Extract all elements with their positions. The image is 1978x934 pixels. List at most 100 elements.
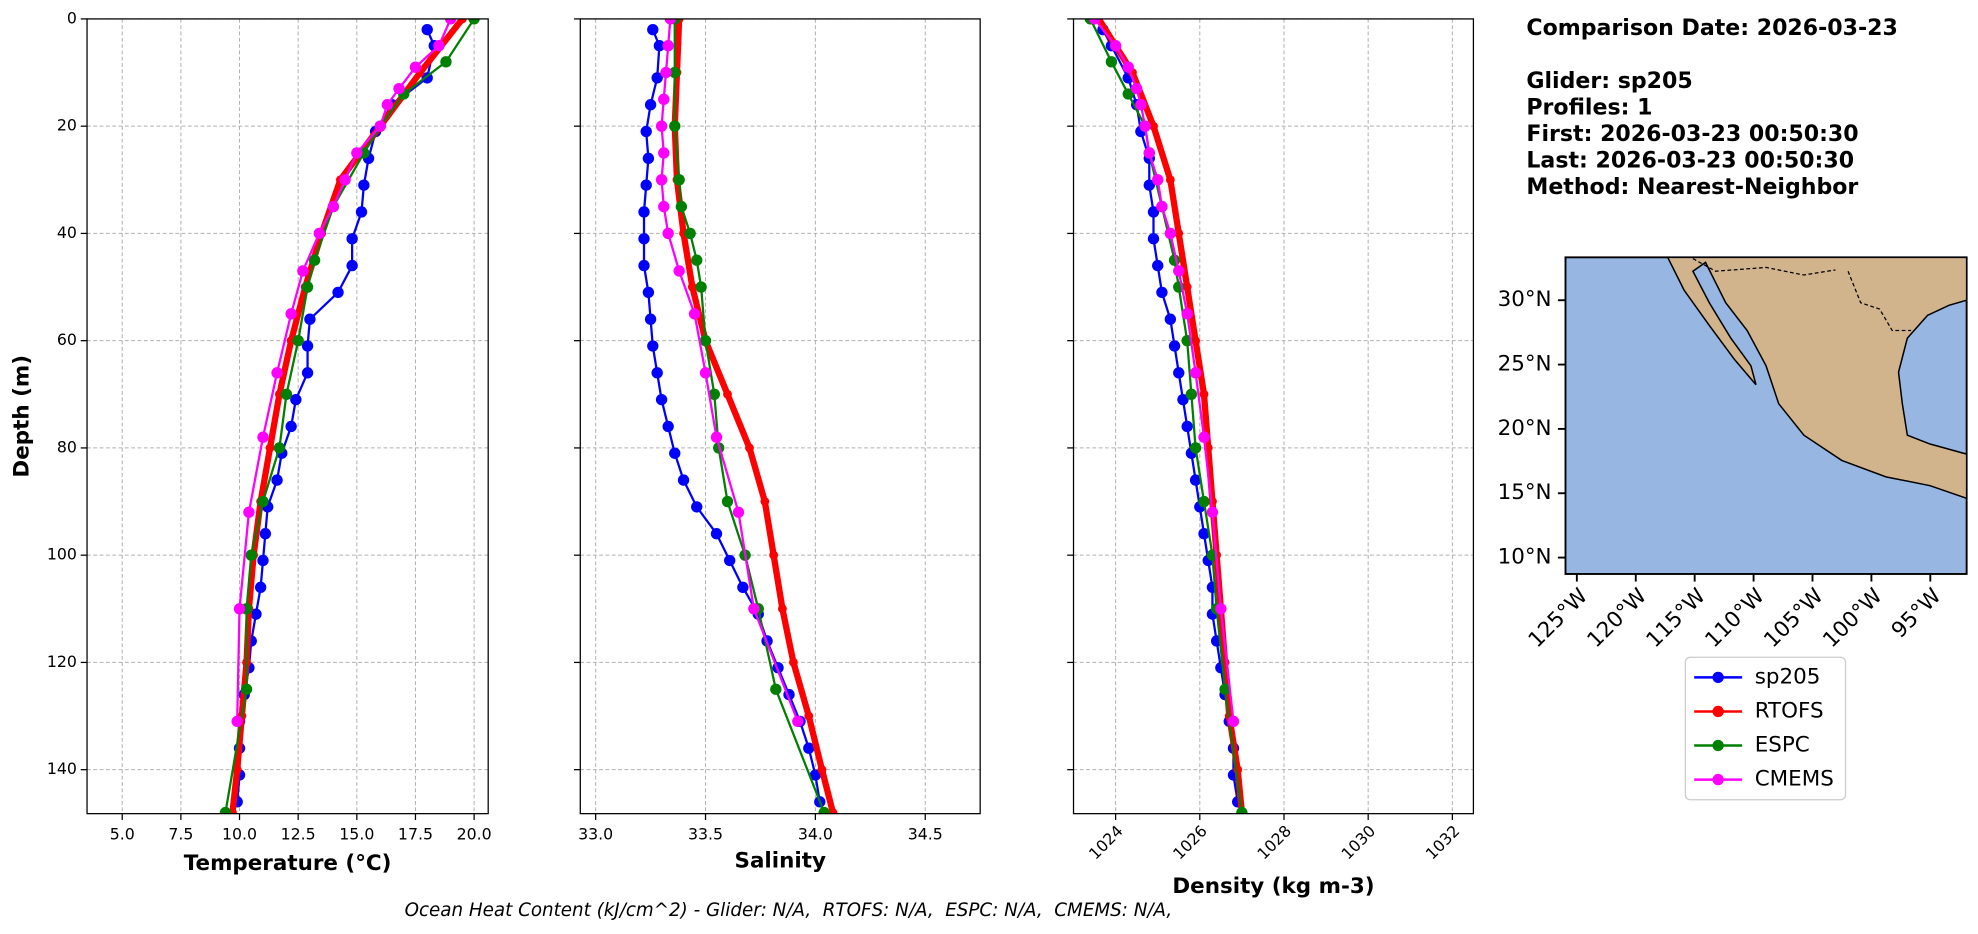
y-tick-label: 0 (67, 8, 77, 27)
profile-point (468, 18, 480, 25)
profile-point (257, 495, 269, 508)
profile-point (250, 608, 262, 620)
profile-point (1185, 388, 1198, 400)
profile-point (313, 227, 325, 240)
profile-line (224, 18, 476, 813)
plot-area (1084, 18, 1248, 814)
profile-point (640, 179, 652, 191)
profile-point (271, 474, 283, 486)
profile-point (1173, 367, 1185, 379)
profile-point (675, 200, 688, 213)
x-tick-label: 7.5 (168, 825, 193, 844)
map-lon-label: 120°W (1583, 584, 1652, 653)
legend-label: sp205 (1755, 664, 1821, 689)
y-axis-label: Depth (m) (10, 355, 35, 478)
profile-line (673, 18, 826, 813)
profile-point (760, 497, 770, 506)
profile-point (687, 282, 697, 292)
profile-line (236, 18, 452, 722)
profile-point (409, 61, 422, 73)
map-border (1692, 258, 1912, 332)
map-lat-label: 15°N (1498, 480, 1552, 505)
x-tick-label: 33.5 (688, 825, 723, 844)
profile-line (1101, 29, 1239, 803)
profile-point (1227, 715, 1240, 728)
profile-point (233, 603, 246, 615)
profile-point (358, 179, 370, 191)
profile-point (339, 174, 351, 186)
profile-point (664, 18, 677, 25)
profile-point (1156, 200, 1168, 213)
profile-point (655, 120, 668, 132)
profile-point (710, 431, 723, 443)
map-lat-label: 10°N (1498, 545, 1552, 570)
profile-point (673, 265, 685, 277)
profile-point (695, 281, 707, 293)
profile-point (1109, 40, 1122, 52)
legend-marker (1712, 671, 1724, 684)
profile-point (658, 200, 670, 213)
profile-point (1174, 229, 1184, 238)
profile-point (647, 340, 659, 352)
profile-point (1135, 99, 1147, 111)
axes-frame (579, 18, 981, 815)
profile-point (1182, 282, 1192, 292)
profile-point (658, 147, 670, 159)
profile-point (748, 603, 760, 615)
profile-point (691, 254, 703, 266)
profile-point (1147, 233, 1160, 245)
profile-point (1189, 474, 1202, 486)
x-tick-label: 15.0 (339, 825, 374, 844)
legend-label: CMEMS (1755, 767, 1834, 792)
profile-line (660, 18, 799, 722)
profile-point (817, 765, 827, 775)
profile-point (1143, 179, 1155, 191)
profile-point (642, 286, 655, 299)
x-tick-label: 1026 (1169, 821, 1211, 863)
profile-point (745, 443, 754, 453)
profile-point (1088, 18, 1101, 25)
profile-point (301, 367, 314, 379)
profile-point (332, 286, 344, 299)
profile-point (1122, 61, 1134, 73)
map-lon-label: 100°W (1818, 584, 1887, 653)
profile-point (1173, 265, 1185, 277)
x-tick-label: 34.0 (798, 825, 833, 844)
profile-point (651, 72, 663, 84)
x-tick-label: 1028 (1253, 821, 1295, 863)
profile-point (1143, 147, 1155, 159)
y-tick-label: 100 (47, 545, 77, 564)
profile-point (642, 152, 655, 165)
profile-point (669, 66, 681, 79)
plot-area (219, 18, 480, 814)
x-axis-label: Density (kg m-3) (1172, 874, 1374, 899)
profile-line (642, 29, 821, 803)
x-tick-label: 34.5 (908, 825, 943, 844)
profile-point (662, 420, 674, 433)
profile-point (638, 259, 650, 272)
profile-point (662, 227, 674, 240)
y-tick-label: 60 (57, 330, 77, 349)
map-lat-label: 20°N (1498, 416, 1552, 441)
profile-point (658, 93, 670, 106)
x-tick-label: 1030 (1337, 821, 1379, 863)
profile-point (647, 23, 659, 36)
profile-point (732, 506, 745, 518)
profile-point (301, 340, 314, 352)
profile-point (1189, 442, 1202, 454)
y-tick-label: 80 (57, 437, 77, 456)
x-axis-label: Temperature (°C) (184, 851, 392, 876)
profile-point (1198, 495, 1210, 508)
profile-point (265, 443, 275, 453)
profile-point (660, 66, 672, 79)
x-tick-label: 1032 (1422, 821, 1464, 863)
profile-point (1181, 308, 1193, 320)
profile-point (1156, 286, 1168, 299)
profile-point (638, 206, 650, 218)
x-tick-label: 20.0 (457, 825, 492, 844)
x-axis-label: Salinity (735, 849, 826, 874)
profile-point (724, 554, 736, 567)
profile-point (433, 40, 445, 52)
map-lat-label: 30°N (1498, 287, 1552, 312)
profile-point (273, 442, 286, 454)
